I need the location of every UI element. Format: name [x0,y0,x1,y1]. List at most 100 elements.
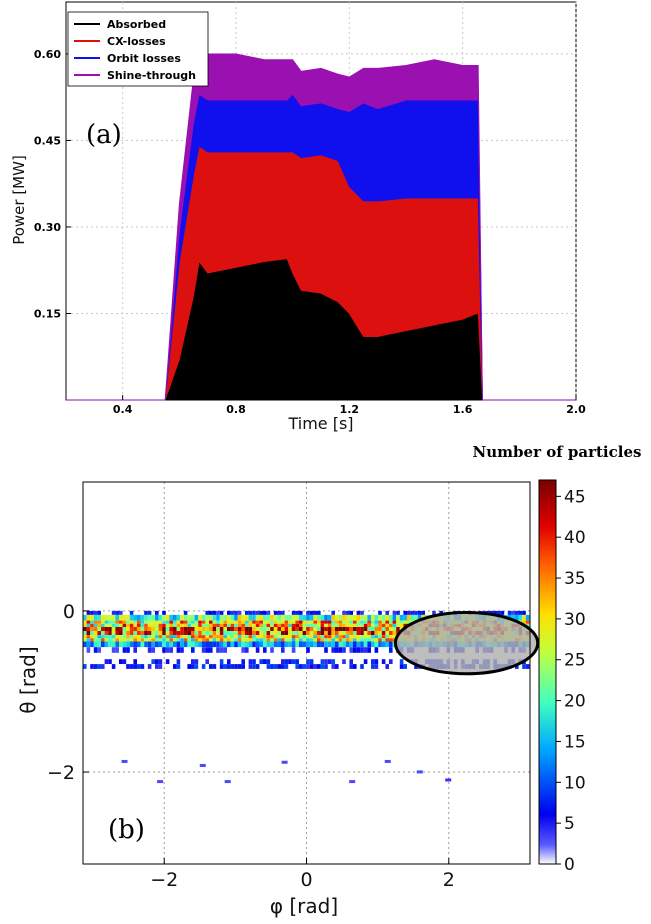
heatmap-cell [212,610,217,615]
heatmap-cell [331,635,335,639]
panel-a-y-tick-label: 0.30 [34,221,61,234]
heatmap-cell [133,627,137,631]
heatmap-cell [83,623,87,627]
panel-b-x-tick-label: 2 [443,869,455,891]
heatmap-cell [266,620,271,624]
heatmap-cell [324,647,328,653]
heatmap-cell [392,623,397,627]
heatmap-cell [360,641,364,648]
heatmap-cell [137,620,141,624]
heatmap-cell [86,623,91,627]
heatmap-cell [126,638,130,642]
heatmap-cell [306,635,310,639]
heatmap-cell [101,614,105,621]
heatmap-cell [349,664,353,669]
heatmap-cell [230,614,235,621]
panel-a-label: (a) [86,120,122,150]
heatmap-cell [396,620,400,624]
heatmap-cell [212,635,217,639]
colorbar-tick-label: 25 [564,651,586,671]
heatmap-cell [234,610,238,615]
heatmap-cell [93,610,98,615]
heatmap-cell [500,610,505,615]
heatmap-cell [299,635,303,639]
heatmap-cell [223,620,227,624]
heatmap-cell [342,610,346,615]
heatmap-cell [176,627,181,631]
heatmap-cell [230,664,235,669]
heatmap-cell [367,623,371,627]
heatmap-cell [313,635,317,639]
heatmap-cell [389,627,393,631]
heatmap-cell [241,635,245,639]
heatmap-cell [309,631,314,635]
heatmap-cell [356,623,361,627]
heatmap-cell [381,620,386,624]
heatmap-cell [133,659,137,664]
heatmap-cell [126,620,130,624]
heatmap-cell [176,647,181,653]
heatmap-cell [183,620,188,624]
heatmap-cell [371,623,375,627]
heatmap-cell [147,664,152,669]
heatmap-cell [353,647,357,653]
heatmap-cell [227,614,231,621]
heatmap-cell [266,610,271,615]
heatmap-cell [281,627,285,631]
heatmap-cell [324,664,328,669]
heatmap-cell [313,623,317,627]
heatmap-cell [338,627,343,631]
heatmap-cell [259,659,263,664]
heatmap-cell [396,623,400,627]
colorbar-tick-label: 5 [564,814,575,834]
heatmap-cell [162,647,166,653]
heatmap-cell [291,623,296,627]
heatmap-cell [371,659,375,664]
heatmap-cell [223,647,227,653]
heatmap-cell [281,620,285,624]
heatmap-cell [295,627,299,631]
heatmap-cell [331,627,335,631]
heatmap-cell [83,614,87,621]
heatmap-cell [108,627,112,631]
heatmap-cell [320,638,325,642]
heatmap-cell [252,659,256,664]
colorbar-tick-label: 0 [564,855,575,875]
heatmap-cell [158,620,163,624]
heatmap-cell [414,614,418,621]
heatmap-cell [363,641,368,648]
heatmap-cell [324,641,328,648]
heatmap-cell [306,614,310,621]
heatmap-cell [97,638,101,642]
heatmap-cell [371,631,375,635]
heatmap-cell [273,623,278,627]
heatmap-cell [345,614,350,621]
heatmap-cell [288,638,292,642]
heatmap-cell [367,631,371,635]
heatmap-cell [349,659,353,664]
heatmap-cell [155,623,159,627]
heatmap-cell [165,647,170,653]
heatmap-cell [90,641,94,648]
heatmap-cell [273,627,278,631]
heatmap-cell [374,623,379,627]
heatmap-cell [403,614,407,621]
heatmap-cell [126,627,130,631]
heatmap-cell [122,635,127,639]
heatmap-cell [324,627,328,631]
heatmap-cell [356,647,361,653]
heatmap-cell [291,659,296,664]
heatmap-cell [205,635,209,639]
heatmap-cell [144,638,148,642]
heatmap-cell [93,614,98,621]
heatmap-cell [90,620,94,624]
heatmap-cell [345,641,350,648]
heatmap-cell [360,627,364,631]
heatmap-cell [147,631,152,635]
heatmap-cell [407,614,411,621]
heatmap-cell [277,623,281,627]
heatmap-cell [104,641,109,648]
heatmap-cell [291,614,296,621]
heatmap-cell [335,631,339,635]
heatmap-cell [108,623,112,627]
